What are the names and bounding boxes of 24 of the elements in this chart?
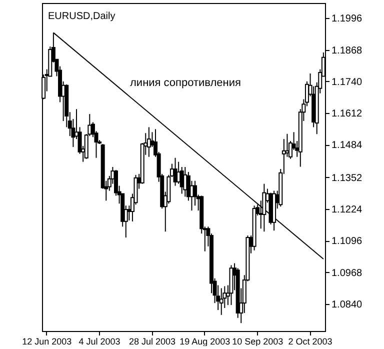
y-tick-label: 1.1484 (332, 140, 363, 152)
x-tick-label: 28 Jul 2003 (128, 336, 176, 346)
candlestick (183, 166, 188, 198)
x-tick-label: 2 Oct 2003 (288, 336, 332, 346)
x-tick-label: 19 Aug 2003 (180, 336, 230, 346)
y-tick-label: 1.1612 (332, 108, 363, 120)
x-tick-label: 4 Jul 2003 (78, 336, 120, 346)
y-tick-label: 1.1096 (332, 236, 363, 248)
candlestick (193, 180, 198, 206)
y-tick-label: 1.1868 (332, 45, 363, 56)
text: EURUSD,Daily (48, 11, 116, 22)
y-tick-label: 1.1224 (332, 204, 363, 216)
y-tick-label: 1.0840 (332, 300, 363, 311)
candlestick (176, 161, 181, 184)
y-tick-label: 1.1740 (332, 76, 363, 88)
annotation: линия сопротивления (130, 77, 242, 89)
candlestick (262, 183, 266, 232)
y-tick-label: 1.1996 (332, 14, 363, 25)
x-tick-label: 10 Sep 2003 (232, 336, 284, 346)
y-tick-label: 1.1352 (332, 172, 363, 184)
y-tick-label: 1.0968 (332, 268, 363, 279)
candlestick (285, 133, 290, 158)
candlestick (219, 288, 224, 316)
x-tick-label: 12 Jun 2003 (22, 336, 72, 346)
